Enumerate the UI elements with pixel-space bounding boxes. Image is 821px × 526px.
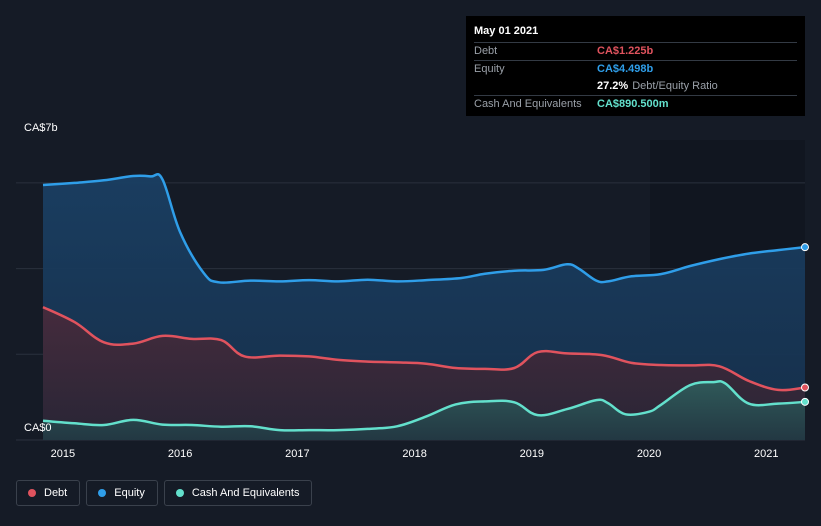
tooltip-debt-label: Debt bbox=[474, 45, 498, 57]
cash-line bbox=[42, 379, 806, 432]
legend: Debt Equity Cash And Equivalents bbox=[16, 480, 313, 506]
tooltip-equity-value: CA$4.498b bbox=[597, 63, 654, 75]
debt-end-point[interactable] bbox=[801, 383, 809, 392]
x-tick-label: 2016 bbox=[167, 448, 193, 460]
tooltip-panel: May 01 2021 Debt CA$1.225b Equity CA$4.4… bbox=[466, 16, 805, 116]
legend-item-cash[interactable]: Cash And Equivalents bbox=[163, 480, 313, 506]
cash-area bbox=[43, 381, 805, 440]
tooltip-debt-row: Debt CA$1.225b bbox=[474, 42, 797, 60]
tooltip-ratio-label: Debt/Equity Ratio bbox=[632, 80, 718, 92]
y-axis-bottom-label: CA$0 bbox=[24, 422, 52, 434]
tooltip-ratio-row: 27.2% Debt/Equity Ratio bbox=[474, 78, 797, 95]
x-tick-label: 2018 bbox=[402, 448, 427, 460]
tooltip-cash-label: Cash And Equivalents bbox=[474, 98, 582, 110]
tooltip-cash-value: CA$890.500m bbox=[597, 98, 669, 110]
cash-end-point[interactable] bbox=[801, 397, 809, 406]
legend-item-equity[interactable]: Equity bbox=[86, 480, 158, 506]
x-tick-label: 2020 bbox=[636, 448, 662, 460]
x-tick-label: 2019 bbox=[519, 448, 545, 460]
legend-label-debt: Debt bbox=[44, 487, 68, 499]
tooltip-equity-label: Equity bbox=[474, 63, 505, 75]
equity-end-point[interactable] bbox=[801, 243, 809, 252]
tooltip-debt-value: CA$1.225b bbox=[597, 45, 654, 57]
cash-dot-icon bbox=[175, 489, 184, 497]
tooltip-date: May 01 2021 bbox=[474, 25, 539, 37]
tooltip-equity-row: Equity CA$4.498b bbox=[474, 60, 797, 78]
tooltip-ratio-value: 27.2% bbox=[597, 80, 629, 92]
equity-line bbox=[42, 172, 806, 284]
legend-label-cash: Cash And Equivalents bbox=[191, 487, 300, 499]
x-tick-label: 2017 bbox=[285, 448, 310, 460]
debt-line bbox=[42, 305, 806, 392]
legend-label-equity: Equity bbox=[114, 487, 145, 499]
equity-dot-icon bbox=[98, 489, 107, 497]
debt-dot-icon bbox=[28, 489, 36, 497]
tooltip-cash-row: Cash And Equivalents CA$890.500m bbox=[474, 95, 797, 113]
x-tick-label: 2015 bbox=[50, 448, 76, 460]
x-tick-label: 2021 bbox=[754, 448, 779, 460]
y-axis-top-label: CA$7b bbox=[24, 122, 58, 134]
legend-item-debt[interactable]: Debt bbox=[16, 480, 81, 506]
